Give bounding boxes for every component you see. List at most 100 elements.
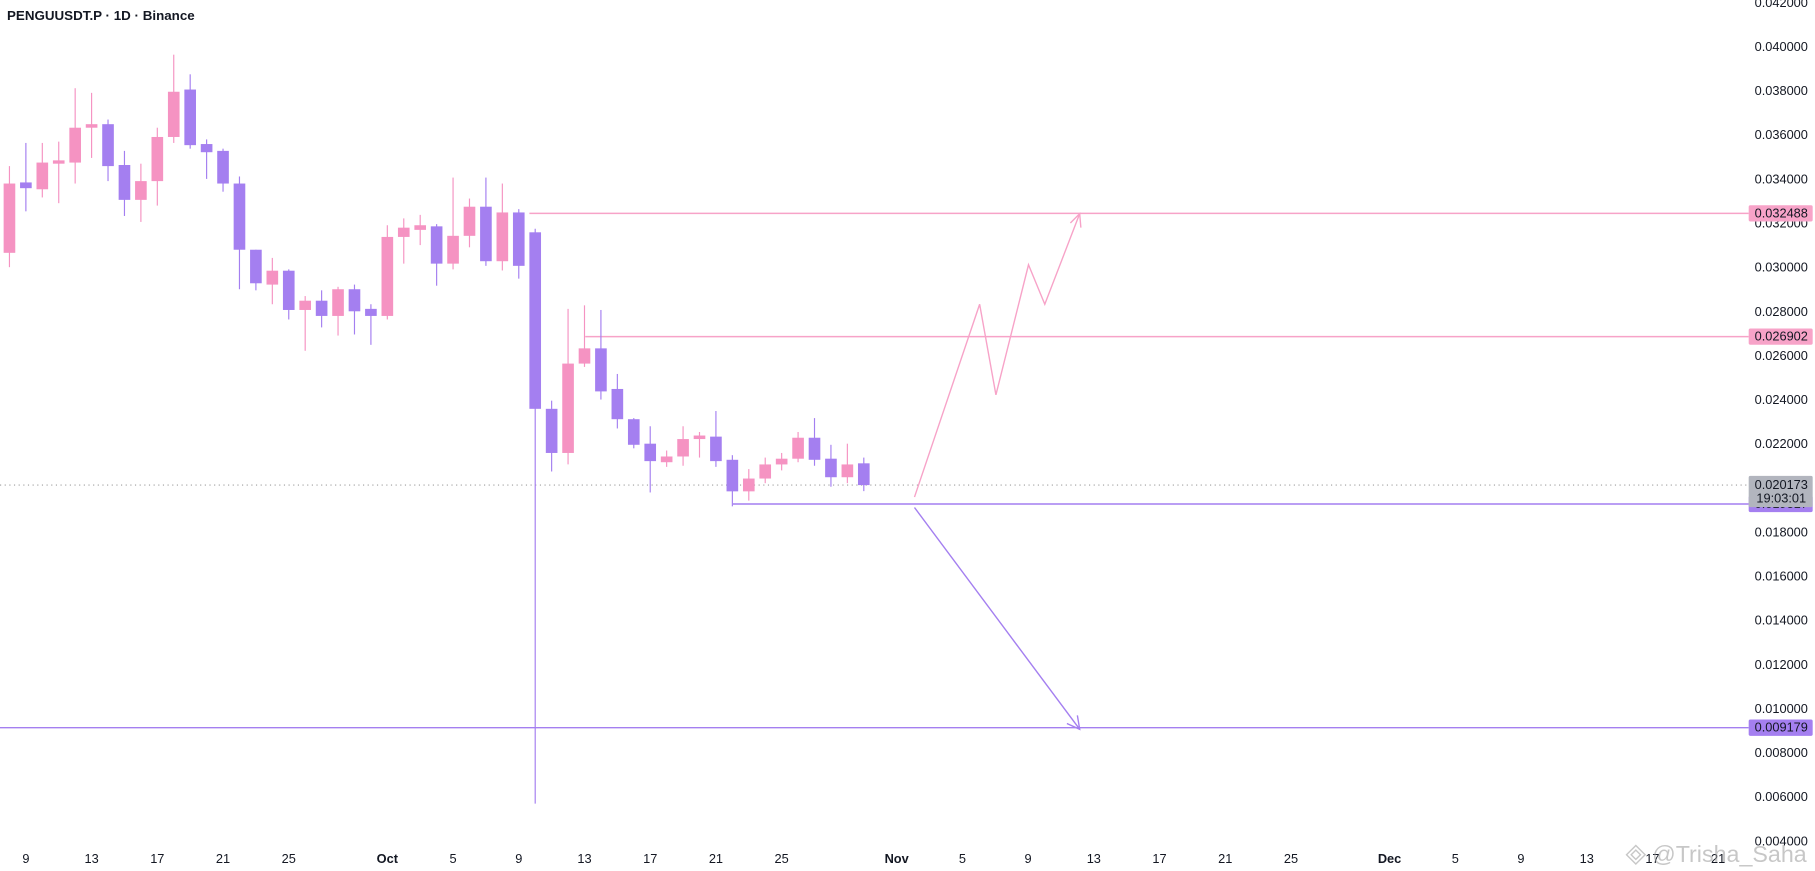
candle-body: [595, 348, 607, 392]
candle-body: [102, 124, 114, 167]
y-tick-label: 0.034000: [1755, 171, 1808, 186]
x-tick-label: 21: [1711, 851, 1725, 866]
candle-body: [36, 162, 49, 190]
level-badge: [1748, 205, 1813, 222]
y-tick-label: 0.010000: [1755, 701, 1808, 716]
candle-body: [85, 124, 98, 128]
x-tick-label: 5: [1452, 851, 1459, 866]
x-tick-label: Dec: [1378, 851, 1401, 866]
x-tick-label: 25: [1284, 851, 1298, 866]
candle-body: [118, 165, 131, 200]
x-tick-label: 21: [709, 851, 723, 866]
candle-body: [233, 183, 246, 250]
price-badges: 0.0324880.0269020.0193170.0091790.020173…: [1748, 205, 1813, 736]
candle-body: [578, 348, 591, 364]
x-tick-label: Oct: [377, 851, 399, 866]
candle-body: [562, 363, 574, 453]
candle-body: [397, 227, 410, 237]
candle-body: [660, 456, 673, 463]
candle-body: [841, 464, 854, 478]
candle-body: [299, 300, 312, 310]
candle-body: [348, 289, 361, 312]
x-tick-label: 9: [1517, 851, 1524, 866]
candle-body: [710, 436, 722, 462]
y-tick-label: 0.024000: [1755, 392, 1808, 407]
x-tick-label: 9: [515, 851, 522, 866]
candle-body: [266, 270, 279, 285]
projection-path: [913, 507, 1081, 730]
y-tick-label: 0.030000: [1755, 260, 1808, 275]
y-tick-label: 0.026000: [1755, 348, 1808, 363]
watermark-group: @Trisha_Saha: [1625, 841, 1807, 867]
x-tick-label: 13: [84, 851, 98, 866]
candle-body: [3, 183, 16, 253]
watermark: @Trisha_Saha: [1652, 841, 1807, 867]
x-tick-label: 17: [1152, 851, 1166, 866]
candle-body: [677, 439, 689, 457]
x-tick-label: 5: [959, 851, 966, 866]
projection-up: [913, 212, 1082, 498]
x-tick-label: 13: [1087, 851, 1101, 866]
candle-body: [545, 408, 558, 453]
candle-body: [332, 289, 344, 316]
candle-body: [200, 144, 213, 153]
x-tick-label: 9: [22, 851, 29, 866]
y-tick-label: 0.028000: [1755, 304, 1808, 319]
drawings: [0, 212, 1749, 729]
candle-body: [52, 160, 65, 164]
candle-body: [365, 308, 377, 316]
candle-body: [480, 206, 492, 262]
candle-body: [726, 459, 739, 492]
candle-body: [69, 127, 81, 163]
projection-down: [913, 507, 1081, 731]
arrow-head: [1069, 212, 1082, 228]
candle-body: [825, 458, 837, 478]
x-tick-label: 13: [577, 851, 591, 866]
x-tick-label: 25: [775, 851, 789, 866]
candle-body: [529, 232, 542, 409]
y-tick-label: 0.016000: [1755, 569, 1808, 584]
candle-body: [857, 463, 870, 486]
level-badge: [1748, 719, 1813, 736]
candle-body: [512, 212, 525, 266]
candle-body: [250, 249, 262, 284]
candle-body: [184, 89, 196, 146]
level-label: 0.009179: [1755, 720, 1808, 735]
x-tick-label: 13: [1580, 851, 1594, 866]
chart-title: PENGUUSDT.P · 1D · Binance: [7, 8, 195, 23]
candles: [3, 54, 870, 804]
y-tick-label: 0.042000: [1755, 0, 1808, 10]
level-label: 0.032488: [1755, 205, 1808, 220]
arrow-head: [1066, 715, 1081, 731]
x-tick-label: 9: [1025, 851, 1032, 866]
candle-body: [430, 226, 443, 264]
y-tick-label: 0.040000: [1755, 39, 1808, 54]
x-tick-label: 21: [1218, 851, 1232, 866]
candle-body: [315, 300, 328, 316]
candle-body: [414, 225, 427, 230]
candle-body: [282, 270, 295, 310]
x-tick-label: 17: [150, 851, 164, 866]
candle-body: [447, 235, 459, 264]
x-tick-label: 21: [216, 851, 230, 866]
y-tick-label: 0.004000: [1755, 833, 1808, 848]
y-tick-label: 0.038000: [1755, 83, 1808, 98]
x-tick-label: 5: [449, 851, 456, 866]
candle-body: [742, 478, 755, 492]
y-tick-label: 0.008000: [1755, 745, 1808, 760]
watermark-icon: [1625, 844, 1647, 866]
candle-body: [808, 437, 821, 460]
candle-body: [611, 388, 624, 420]
projection-path: [913, 213, 1081, 498]
candle-body: [151, 136, 164, 182]
price-axis: 0.042000 0.040000 0.038000 0.036000 0.034000…: [22, 0, 1808, 866]
candle-body: [217, 150, 229, 184]
candle-body: [167, 91, 180, 137]
y-tick-label: 0.014000: [1755, 613, 1808, 628]
x-tick-label: 17: [1645, 851, 1659, 866]
candle-body: [775, 458, 788, 465]
y-tick-label: 0.018000: [1755, 524, 1808, 539]
